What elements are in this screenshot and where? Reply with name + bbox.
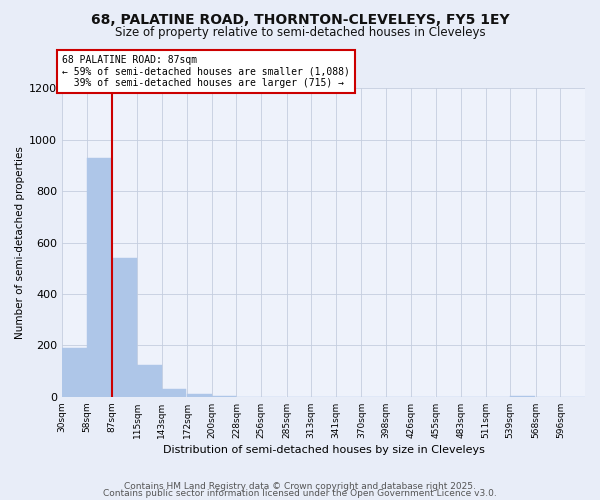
X-axis label: Distribution of semi-detached houses by size in Cleveleys: Distribution of semi-detached houses by … [163, 445, 485, 455]
Bar [137, 364, 161, 397]
Text: Contains public sector information licensed under the Open Government Licence v3: Contains public sector information licen… [103, 490, 497, 498]
Y-axis label: Number of semi-detached properties: Number of semi-detached properties [15, 146, 25, 339]
Text: 68, PALATINE ROAD, THORNTON-CLEVELEYS, FY5 1EY: 68, PALATINE ROAD, THORNTON-CLEVELEYS, F… [91, 12, 509, 26]
Bar [87, 158, 112, 397]
Text: Size of property relative to semi-detached houses in Cleveleys: Size of property relative to semi-detach… [115, 26, 485, 39]
Bar [510, 396, 535, 397]
Bar [62, 348, 87, 397]
Bar [112, 258, 137, 397]
Bar [212, 396, 236, 397]
Text: Contains HM Land Registry data © Crown copyright and database right 2025.: Contains HM Land Registry data © Crown c… [124, 482, 476, 491]
Bar [187, 394, 212, 397]
Text: 68 PALATINE ROAD: 87sqm
← 59% of semi-detached houses are smaller (1,088)
  39% : 68 PALATINE ROAD: 87sqm ← 59% of semi-de… [62, 55, 350, 88]
Bar [161, 389, 186, 397]
